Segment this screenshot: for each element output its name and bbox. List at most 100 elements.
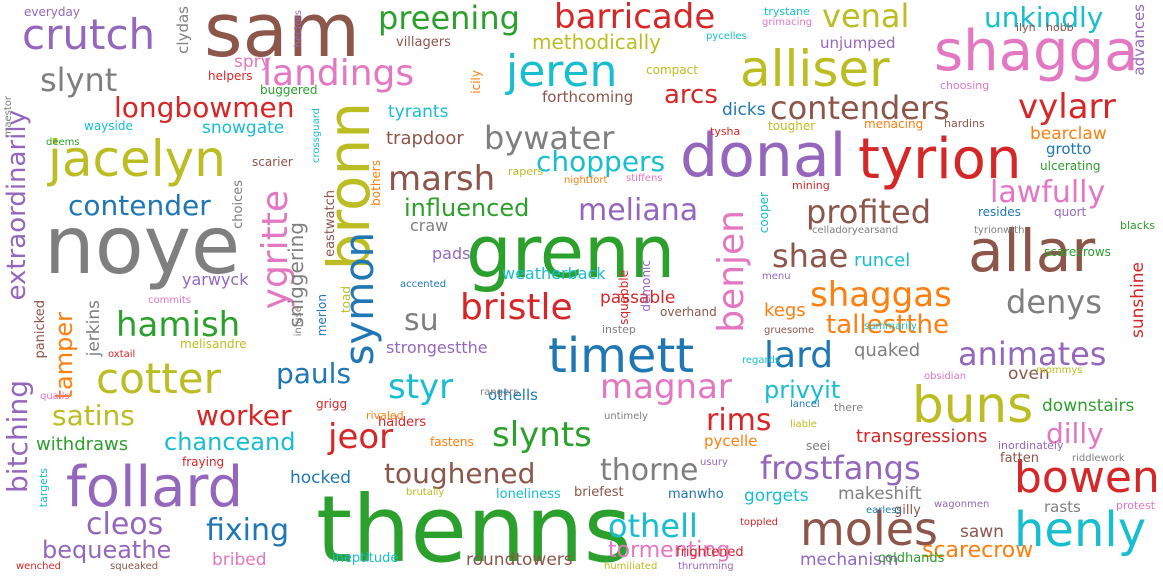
word: choppers — [536, 145, 666, 178]
word: tallestthe — [826, 310, 949, 340]
word: eastwatch — [323, 190, 338, 257]
word: passable — [600, 288, 676, 308]
word: targets — [37, 468, 50, 508]
word: slynts — [492, 415, 592, 455]
word: choosing — [940, 79, 990, 92]
word: celladoryearsand — [812, 225, 899, 236]
word: liable — [790, 419, 817, 430]
word: toad — [339, 286, 353, 314]
word: untimely — [604, 411, 648, 422]
word: menu — [762, 271, 791, 282]
word: nightfort — [564, 175, 608, 186]
word: hamish — [116, 305, 241, 345]
word: influenced — [404, 194, 530, 222]
word: transgressions — [856, 426, 988, 447]
word: manwho — [668, 487, 724, 502]
word: trapdoor — [386, 128, 464, 149]
word: pycelles — [706, 31, 747, 42]
word: sawn — [960, 522, 1004, 542]
word: menacing — [864, 117, 924, 131]
word: blacks — [1120, 219, 1155, 232]
word: pads — [432, 244, 471, 263]
word: rivaled — [366, 409, 404, 422]
word: shae — [772, 237, 849, 275]
word: donal — [680, 121, 847, 191]
word: everyday — [24, 5, 80, 19]
word: animates — [958, 335, 1107, 373]
word: dilly — [1046, 417, 1104, 450]
word: fatten — [1000, 451, 1039, 466]
word: deems — [46, 137, 80, 148]
word: rangers — [480, 387, 519, 398]
word: jerkins — [84, 300, 104, 357]
word: advances — [1130, 4, 1148, 76]
word: squabble — [617, 270, 631, 325]
word: squeaked — [110, 561, 159, 572]
word: forthcoming — [542, 88, 634, 106]
word: tormenting — [608, 538, 731, 563]
word: thenns — [316, 476, 632, 581]
word: thorne — [600, 453, 699, 488]
word: coldhands — [878, 551, 945, 566]
word: weatherback — [502, 264, 606, 283]
word: moles — [800, 502, 938, 556]
word: magnar — [600, 367, 732, 407]
word: hardins — [944, 117, 985, 130]
word: follard — [66, 455, 243, 520]
word: crutch — [22, 10, 156, 59]
word: there — [834, 401, 864, 414]
word: denys — [1006, 283, 1102, 321]
word: accented — [400, 279, 447, 290]
word: craw — [410, 216, 449, 235]
word: unkindly — [984, 1, 1104, 34]
word: gilly — [894, 503, 921, 518]
word: seei — [806, 439, 831, 453]
word: yarwyck — [182, 270, 249, 289]
word: buggered — [260, 83, 318, 97]
word: arcs — [664, 80, 718, 110]
word: thrumming — [678, 561, 734, 572]
word: panicked — [33, 300, 48, 359]
word: shaggas — [810, 275, 952, 315]
word: wenched — [16, 561, 62, 572]
word: maestor — [3, 96, 14, 138]
word: privyit — [764, 376, 841, 404]
word: cooper — [757, 192, 771, 234]
word: crossguard — [311, 108, 322, 164]
word: frostfangs — [760, 449, 921, 487]
word: inordinately — [998, 439, 1064, 452]
word: gorgets — [744, 486, 809, 506]
word: jeor — [328, 417, 394, 457]
word: wagonmen — [934, 499, 990, 510]
word: grimacing — [762, 17, 813, 28]
word: oven — [1008, 364, 1050, 384]
word: halders — [378, 415, 427, 430]
word: bribed — [212, 550, 267, 570]
word: hocked — [290, 468, 352, 488]
word: resides — [978, 205, 1021, 219]
word: bequeathe — [42, 536, 172, 564]
word: lard — [764, 335, 834, 376]
word: buns — [912, 376, 1034, 434]
word: worker — [196, 399, 292, 432]
word: jeren — [506, 46, 618, 97]
word: demonic — [639, 260, 653, 312]
word: icily — [469, 70, 483, 94]
word: chanceand — [164, 428, 296, 456]
word: instep — [602, 323, 636, 336]
word: usury — [700, 457, 728, 468]
word: scarecrows — [1044, 245, 1111, 259]
word: grotto — [1046, 140, 1092, 158]
word: ineptitude — [332, 551, 399, 566]
word: marsh — [388, 159, 496, 199]
word: tyrionwith — [974, 225, 1025, 236]
word: allar — [968, 217, 1096, 285]
word: henly — [1014, 502, 1147, 558]
word: wayside — [84, 119, 133, 133]
word: pauls — [276, 357, 352, 390]
word: earless — [866, 505, 902, 516]
word: gruesome — [764, 325, 815, 336]
word: bristle — [460, 287, 573, 328]
word: mechanism — [800, 550, 899, 570]
word: tamper — [50, 312, 78, 400]
